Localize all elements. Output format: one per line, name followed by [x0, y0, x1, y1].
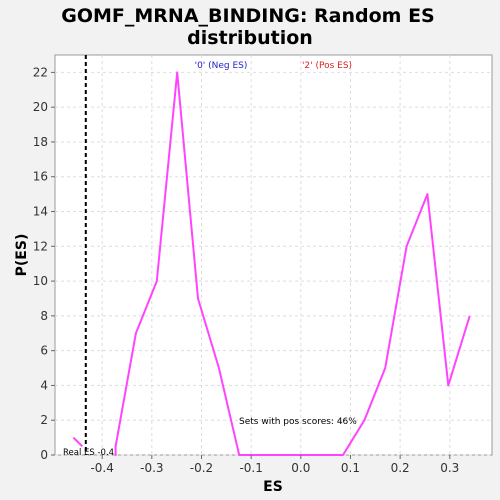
series-layer — [72, 71, 471, 456]
chart-title-line-2: distribution — [187, 27, 313, 49]
series-line — [72, 436, 83, 448]
x-tick-label: -0.4 — [90, 461, 113, 475]
y-tick-label: 16 — [33, 170, 48, 184]
y-tick-label: 8 — [40, 309, 48, 323]
y-tick-label: 18 — [33, 135, 48, 149]
legend-pos-es: '2' (Pos ES) — [302, 61, 352, 71]
x-axis-label: ES — [263, 479, 283, 495]
real-es-label: Real ES -0.4 — [63, 448, 114, 458]
y-tick-label: 0 — [40, 448, 48, 462]
legend-neg-es: '0' (Neg ES) — [195, 61, 248, 71]
y-tick-label: 14 — [33, 205, 48, 219]
pos-scores-annotation: Sets with pos scores: 46% — [239, 417, 357, 427]
y-axis-label: P(ES) — [14, 234, 30, 277]
y-tick-label: 2 — [40, 413, 48, 427]
x-tick-label: -0.1 — [239, 461, 262, 475]
y-tick-label: 22 — [33, 65, 48, 79]
y-tick-label: 10 — [33, 274, 48, 288]
plot-area — [54, 54, 493, 456]
grid-layer — [55, 55, 492, 456]
chart-title-line-1: GOMF_MRNA_BINDING: Random ES — [61, 5, 435, 27]
y-tick-label: 4 — [40, 378, 48, 392]
x-tick-label: -0.2 — [190, 461, 213, 475]
x-tick-label: 0.0 — [291, 461, 310, 475]
x-tick-label: 0.1 — [341, 461, 360, 475]
x-tick-label: 0.3 — [440, 461, 459, 475]
y-tick-label: 12 — [33, 239, 48, 253]
axis-layer: -0.4 -0.3 -0.2 -0.1 0.0 0.1 0.2 0.3 0 2 4 6 8 10 12 14 1… — [33, 65, 460, 475]
y-tick-label: 20 — [33, 100, 48, 114]
y-tick-label: 6 — [40, 344, 48, 358]
x-tick-label: -0.3 — [140, 461, 163, 475]
x-tick-label: 0.2 — [391, 461, 410, 475]
series-line — [114, 71, 471, 456]
